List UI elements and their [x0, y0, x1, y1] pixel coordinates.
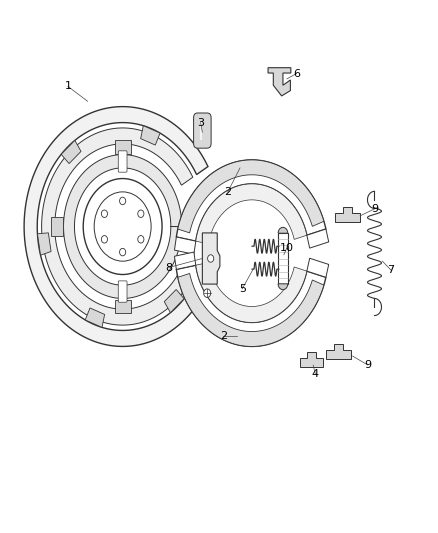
Circle shape	[120, 248, 126, 256]
Polygon shape	[115, 140, 131, 154]
Text: 10: 10	[280, 243, 294, 253]
FancyBboxPatch shape	[194, 113, 211, 148]
Polygon shape	[85, 308, 105, 327]
Wedge shape	[278, 284, 288, 290]
Polygon shape	[24, 107, 208, 346]
Polygon shape	[115, 300, 131, 313]
Polygon shape	[51, 217, 63, 236]
Text: 9: 9	[364, 360, 371, 370]
Text: 6: 6	[293, 69, 300, 78]
Circle shape	[120, 197, 126, 205]
Polygon shape	[178, 160, 324, 233]
Text: 7: 7	[388, 265, 395, 275]
FancyBboxPatch shape	[118, 151, 127, 172]
Polygon shape	[174, 237, 196, 254]
Polygon shape	[300, 352, 323, 367]
Text: 5: 5	[239, 284, 246, 294]
Text: 8: 8	[165, 263, 172, 272]
Text: 1: 1	[64, 82, 71, 91]
Circle shape	[138, 210, 144, 217]
Polygon shape	[177, 160, 326, 241]
Circle shape	[83, 179, 162, 274]
Polygon shape	[183, 217, 194, 236]
Polygon shape	[42, 128, 193, 325]
Polygon shape	[307, 258, 329, 277]
Circle shape	[208, 255, 214, 262]
Text: 9: 9	[371, 204, 378, 214]
Circle shape	[94, 192, 151, 261]
Text: 2: 2	[220, 331, 227, 341]
FancyBboxPatch shape	[118, 281, 127, 302]
Polygon shape	[141, 126, 160, 145]
Polygon shape	[178, 273, 324, 346]
Polygon shape	[177, 265, 326, 346]
Bar	[278, 233, 288, 284]
Polygon shape	[196, 184, 307, 244]
Circle shape	[101, 236, 107, 243]
Polygon shape	[335, 207, 360, 222]
Wedge shape	[278, 227, 288, 233]
Polygon shape	[307, 229, 329, 248]
Text: 3: 3	[197, 118, 204, 127]
Circle shape	[101, 210, 107, 217]
Polygon shape	[61, 140, 81, 164]
Polygon shape	[196, 262, 307, 322]
Circle shape	[138, 236, 144, 243]
Text: 4: 4	[312, 369, 319, 379]
Polygon shape	[326, 344, 351, 359]
Polygon shape	[268, 68, 291, 96]
Polygon shape	[174, 252, 196, 269]
Polygon shape	[37, 233, 51, 255]
Polygon shape	[164, 289, 184, 313]
Text: 2: 2	[224, 187, 231, 197]
Circle shape	[204, 289, 211, 297]
Polygon shape	[64, 155, 182, 298]
Polygon shape	[202, 233, 220, 284]
